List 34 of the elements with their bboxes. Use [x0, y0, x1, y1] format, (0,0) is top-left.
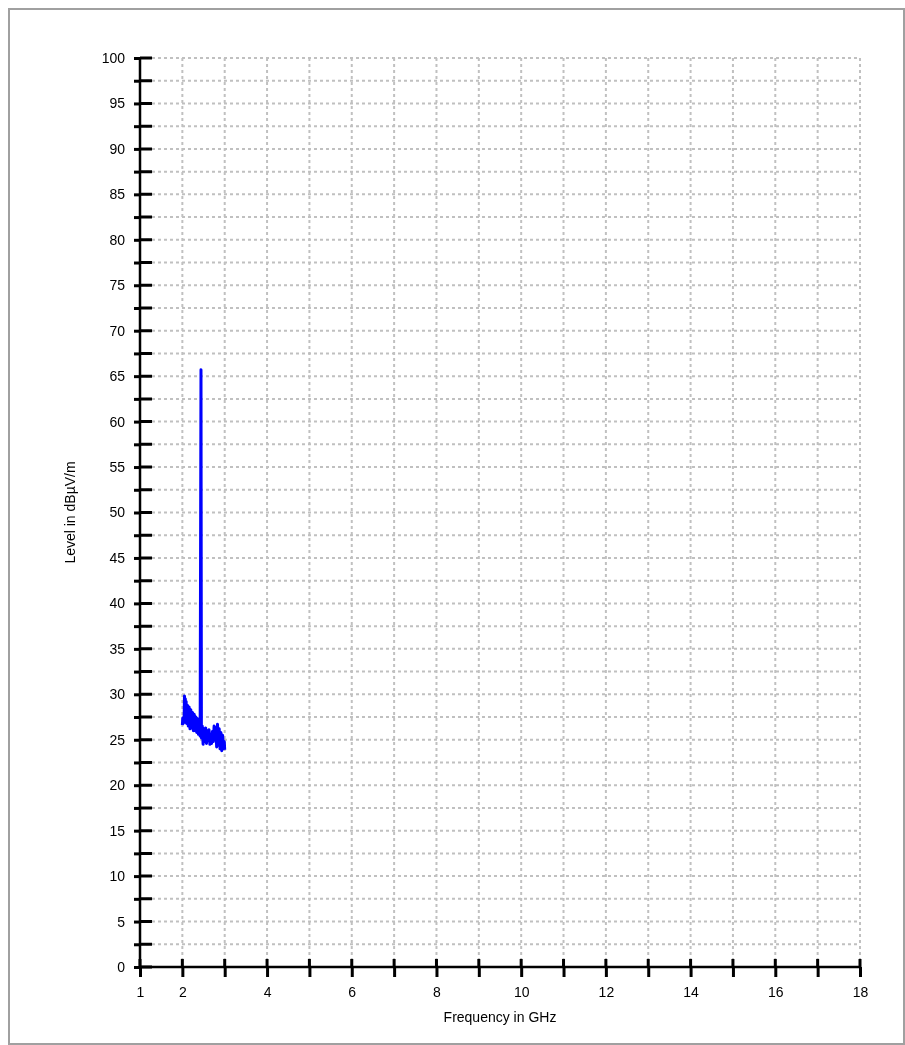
y-tick-label: 5: [117, 913, 126, 930]
y-tick-label: 100: [101, 49, 126, 66]
y-tick-label: 45: [109, 549, 126, 566]
y-axis-title: Level in dBµV/m: [62, 461, 78, 564]
y-tick-label: 85: [109, 186, 126, 203]
y-tick-label: 90: [109, 140, 126, 157]
y-tick-label: 50: [109, 504, 126, 521]
y-tick-label: 35: [109, 640, 126, 657]
x-tick-label: 6: [348, 983, 357, 1000]
x-tick-label: 12: [598, 983, 615, 1000]
x-tick-label: 14: [683, 983, 700, 1000]
y-tick-label: 80: [109, 231, 126, 248]
x-tick-label: 18: [852, 983, 869, 1000]
y-tick-label: 60: [109, 413, 126, 430]
x-tick-label: 8: [433, 983, 442, 1000]
y-tick-label: 40: [109, 595, 126, 612]
y-tick-label: 70: [109, 322, 126, 339]
y-tick-label: 55: [109, 459, 126, 476]
y-tick-label: 15: [109, 822, 126, 839]
y-tick-label: 95: [109, 95, 126, 112]
x-tick-label: 4: [263, 983, 272, 1000]
y-tick-label: 65: [109, 368, 126, 385]
y-tick-label: 20: [109, 777, 126, 794]
y-tick-label: 0: [117, 958, 126, 975]
y-tick-label: 30: [109, 686, 126, 703]
y-tick-label: 75: [109, 277, 126, 294]
x-axis-title: Frequency in GHz: [443, 1009, 557, 1025]
x-tick-label: 16: [768, 983, 784, 1000]
x-tick-label: 10: [513, 983, 530, 1000]
y-tick-label: 10: [109, 868, 126, 885]
y-tick-label: 25: [109, 731, 126, 748]
x-tick-label: 1: [136, 983, 145, 1000]
line-series: [180, 368, 227, 753]
x-tick-label: 2: [178, 983, 187, 1000]
